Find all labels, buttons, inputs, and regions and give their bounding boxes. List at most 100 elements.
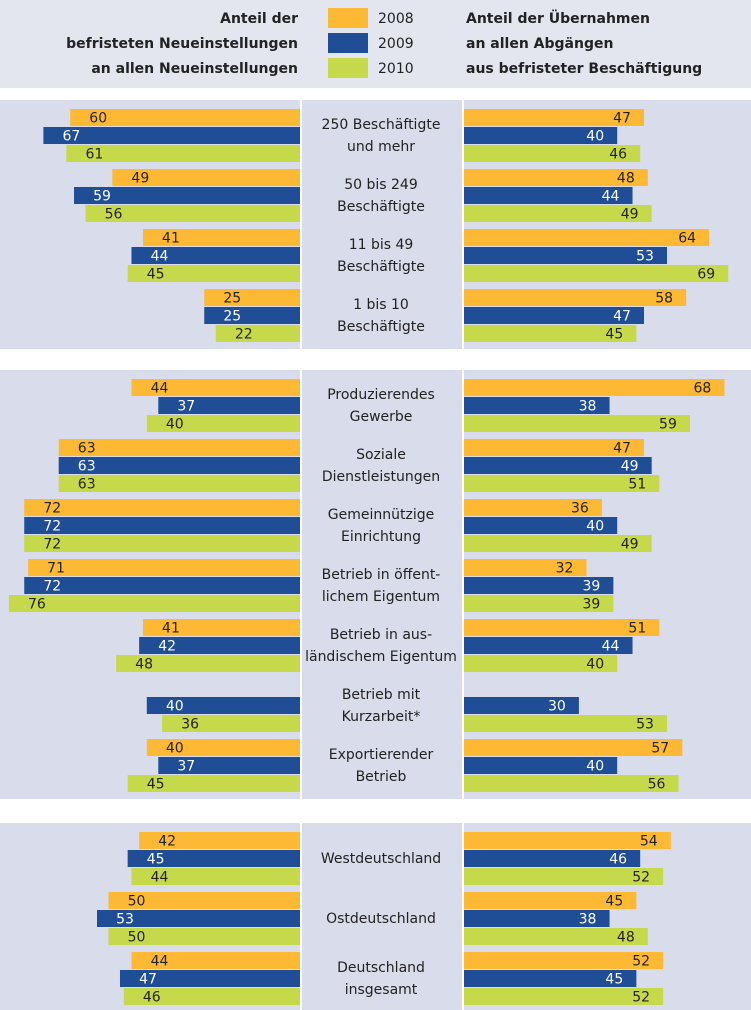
bar bbox=[131, 247, 300, 264]
category-label: Westdeutschland bbox=[321, 851, 441, 867]
bar bbox=[464, 988, 664, 1005]
bar bbox=[464, 187, 633, 204]
value-label: 58 bbox=[655, 291, 673, 307]
axis-line bbox=[300, 370, 302, 799]
bar bbox=[146, 697, 300, 714]
value-label: 52 bbox=[632, 954, 650, 970]
category-label: Betrieb in aus- bbox=[330, 627, 432, 643]
value-label: 45 bbox=[605, 894, 623, 910]
category-label: Soziale bbox=[356, 447, 406, 463]
value-label: 47 bbox=[613, 309, 631, 325]
value-label: 40 bbox=[586, 519, 604, 535]
bar bbox=[464, 397, 610, 414]
category-label: Gemeinnützige bbox=[328, 507, 434, 523]
value-label: 22 bbox=[235, 327, 253, 343]
bar bbox=[74, 187, 300, 204]
category-label: Beschäftigte bbox=[337, 259, 425, 275]
value-label: 72 bbox=[43, 519, 61, 535]
axis-line bbox=[462, 100, 464, 349]
value-label: 59 bbox=[659, 417, 677, 433]
category-label: Exportierender bbox=[329, 747, 434, 763]
bar bbox=[464, 832, 671, 849]
value-label: 50 bbox=[128, 894, 146, 910]
value-label: 40 bbox=[586, 129, 604, 145]
value-label: 44 bbox=[602, 189, 620, 205]
value-label: 56 bbox=[648, 777, 666, 793]
right-title: an allen Abgängen bbox=[466, 36, 613, 52]
axis-line bbox=[462, 823, 464, 1010]
value-label: 25 bbox=[223, 309, 241, 325]
bar bbox=[127, 850, 301, 867]
value-label: 63 bbox=[78, 459, 96, 475]
bar bbox=[119, 970, 301, 987]
bar bbox=[142, 229, 300, 246]
bar bbox=[58, 439, 301, 456]
category-label: und mehr bbox=[347, 139, 415, 155]
value-label: 49 bbox=[621, 459, 639, 475]
bar bbox=[464, 307, 645, 324]
bar bbox=[464, 325, 637, 342]
value-label: 48 bbox=[617, 930, 635, 946]
bar bbox=[24, 535, 301, 552]
value-label: 40 bbox=[166, 741, 184, 757]
bar bbox=[146, 739, 300, 756]
value-label: 40 bbox=[166, 699, 184, 715]
category-label: Einrichtung bbox=[341, 529, 421, 545]
bar bbox=[464, 379, 725, 396]
bar bbox=[464, 637, 633, 654]
axis-line bbox=[462, 370, 464, 799]
value-label: 71 bbox=[47, 561, 65, 577]
left-title: Anteil der bbox=[220, 11, 298, 27]
bar bbox=[131, 868, 300, 885]
bar bbox=[464, 439, 645, 456]
bar bbox=[464, 289, 687, 306]
axis-line bbox=[300, 100, 302, 349]
value-label: 49 bbox=[621, 207, 639, 223]
value-label: 76 bbox=[28, 597, 46, 613]
category-label: Beschäftigte bbox=[337, 199, 425, 215]
value-label: 57 bbox=[651, 741, 669, 757]
bar bbox=[97, 910, 300, 927]
bar bbox=[464, 109, 645, 126]
value-label: 51 bbox=[628, 477, 646, 493]
value-label: 45 bbox=[147, 852, 165, 868]
bar bbox=[158, 757, 300, 774]
value-label: 53 bbox=[636, 717, 654, 733]
value-label: 39 bbox=[582, 597, 600, 613]
value-label: 45 bbox=[147, 267, 165, 283]
value-label: 53 bbox=[636, 249, 654, 265]
bar bbox=[464, 655, 618, 672]
category-label: Beschäftigte bbox=[337, 319, 425, 335]
bar bbox=[464, 169, 648, 186]
value-label: 32 bbox=[556, 561, 574, 577]
value-label: 49 bbox=[621, 537, 639, 553]
bar bbox=[131, 379, 300, 396]
bar bbox=[464, 952, 664, 969]
bar bbox=[464, 229, 710, 246]
value-label: 47 bbox=[139, 972, 157, 988]
value-label: 44 bbox=[151, 381, 169, 397]
bar bbox=[464, 127, 618, 144]
bar bbox=[464, 892, 637, 909]
value-label: 46 bbox=[609, 147, 627, 163]
value-label: 42 bbox=[158, 834, 176, 850]
value-label: 51 bbox=[628, 621, 646, 637]
bar bbox=[70, 109, 300, 126]
value-label: 52 bbox=[632, 990, 650, 1006]
legend-swatch bbox=[328, 33, 368, 53]
right-title: aus befristeter Beschäftigung bbox=[466, 61, 702, 77]
value-label: 72 bbox=[43, 501, 61, 517]
value-label: 64 bbox=[678, 231, 696, 247]
bar bbox=[464, 457, 652, 474]
value-label: 45 bbox=[605, 327, 623, 343]
value-label: 39 bbox=[582, 579, 600, 595]
value-label: 38 bbox=[579, 399, 597, 415]
value-label: 49 bbox=[131, 171, 149, 187]
category-label: lichem Eigentum bbox=[322, 589, 440, 605]
value-label: 41 bbox=[162, 621, 180, 637]
value-label: 25 bbox=[223, 291, 241, 307]
value-label: 36 bbox=[181, 717, 199, 733]
bar bbox=[464, 517, 618, 534]
category-label: Ostdeutschland bbox=[326, 911, 436, 927]
